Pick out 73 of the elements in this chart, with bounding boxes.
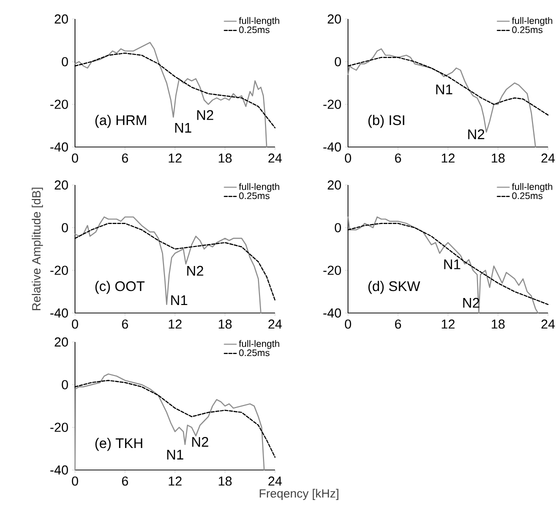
annotation: (e) TKH	[95, 438, 142, 451]
line-series	[347, 48, 536, 148]
x-tick-label: 18	[218, 320, 232, 329]
y-tick-label: 20	[328, 14, 341, 24]
y-tick-label: -40	[50, 308, 68, 318]
annotation: (a) HRM	[95, 114, 146, 128]
annotation: (b) ISI	[368, 114, 404, 128]
x-tick-label: 12	[442, 154, 455, 163]
y-tick-label: -40	[323, 142, 341, 152]
x-tick-label: 0	[344, 154, 352, 163]
y-tick-label: 20	[54, 180, 68, 190]
y-tick-label: 20	[54, 14, 68, 24]
x-tick-label: 24	[268, 476, 282, 486]
annotation: N2	[468, 129, 484, 140]
x-tick-label: 12	[442, 320, 455, 329]
legend-label: 0.25ms	[512, 26, 542, 34]
x-tick-label: 18	[218, 476, 232, 486]
annotation: N2	[197, 110, 214, 120]
y-tick-label: -40	[50, 465, 68, 475]
annotation: N1	[175, 123, 192, 133]
legend-label: full-length	[238, 183, 280, 192]
legend-label: full-length	[512, 183, 552, 192]
y-tick-label: 20	[328, 180, 341, 190]
x-tick-label: 6	[395, 154, 402, 163]
y-tick-label: -20	[50, 266, 68, 275]
legend-label: 0.25ms	[239, 192, 270, 200]
y-tick-label: 0	[62, 223, 68, 232]
x-tick-label: 12	[168, 154, 182, 163]
legend-label: full-length	[512, 17, 552, 26]
x-tick-label: 6	[122, 154, 128, 163]
y-tick-label: 0	[334, 57, 341, 66]
x-tick-label: 24	[541, 320, 555, 329]
x-tick-label: 18	[492, 320, 505, 329]
x-tick-label: 6	[122, 320, 128, 329]
annotation: N2	[192, 436, 208, 447]
y-tick-label: 0	[334, 223, 341, 232]
annotation: N1	[167, 450, 184, 460]
x-tick-label: 0	[72, 476, 78, 486]
annotation: N1	[444, 260, 460, 270]
legend-label: 0.25ms	[239, 349, 270, 356]
x-tick-label: 12	[168, 320, 182, 329]
y-tick-label: 20	[54, 337, 68, 347]
x-tick-label: 0	[344, 320, 352, 329]
y-tick-label: -20	[323, 266, 341, 275]
legend-label: full-length	[238, 17, 280, 26]
y-tick-label: -40	[50, 142, 68, 152]
annotation: (c) OOT	[95, 280, 145, 294]
x-tick-label: 6	[122, 476, 128, 486]
annotation: (d) SKW	[368, 280, 420, 294]
y-tick-label: 0	[62, 380, 68, 390]
x-tick-label: 24	[268, 154, 282, 163]
x-tick-label: 12	[168, 476, 182, 486]
x-tick-label: 0	[72, 320, 78, 329]
annotation: N2	[187, 266, 204, 276]
x-tick-label: 18	[218, 154, 232, 163]
y-tick-label: -20	[50, 422, 68, 432]
x-tick-label: 24	[268, 320, 282, 329]
annotation: N1	[436, 84, 452, 94]
y-tick-label: -20	[50, 100, 68, 109]
y-tick-label: 0	[62, 57, 68, 66]
legend-label: 0.25ms	[512, 192, 542, 200]
legend-label: 0.25ms	[239, 26, 270, 34]
x-tick-label: 0	[72, 154, 78, 163]
x-tick-label: 6	[395, 320, 402, 329]
legend-label: full-length	[238, 340, 280, 349]
x-tick-label: 18	[492, 154, 505, 163]
y-axis-title: Relative Amplitude [dB]	[32, 188, 43, 310]
annotation: N1	[171, 295, 188, 305]
y-tick-label: -20	[323, 100, 341, 109]
y-tick-label: -40	[323, 308, 341, 318]
x-axis-title: Freqency [kHz]	[260, 488, 338, 500]
annotation: N2	[463, 298, 480, 308]
x-tick-label: 24	[541, 154, 555, 163]
